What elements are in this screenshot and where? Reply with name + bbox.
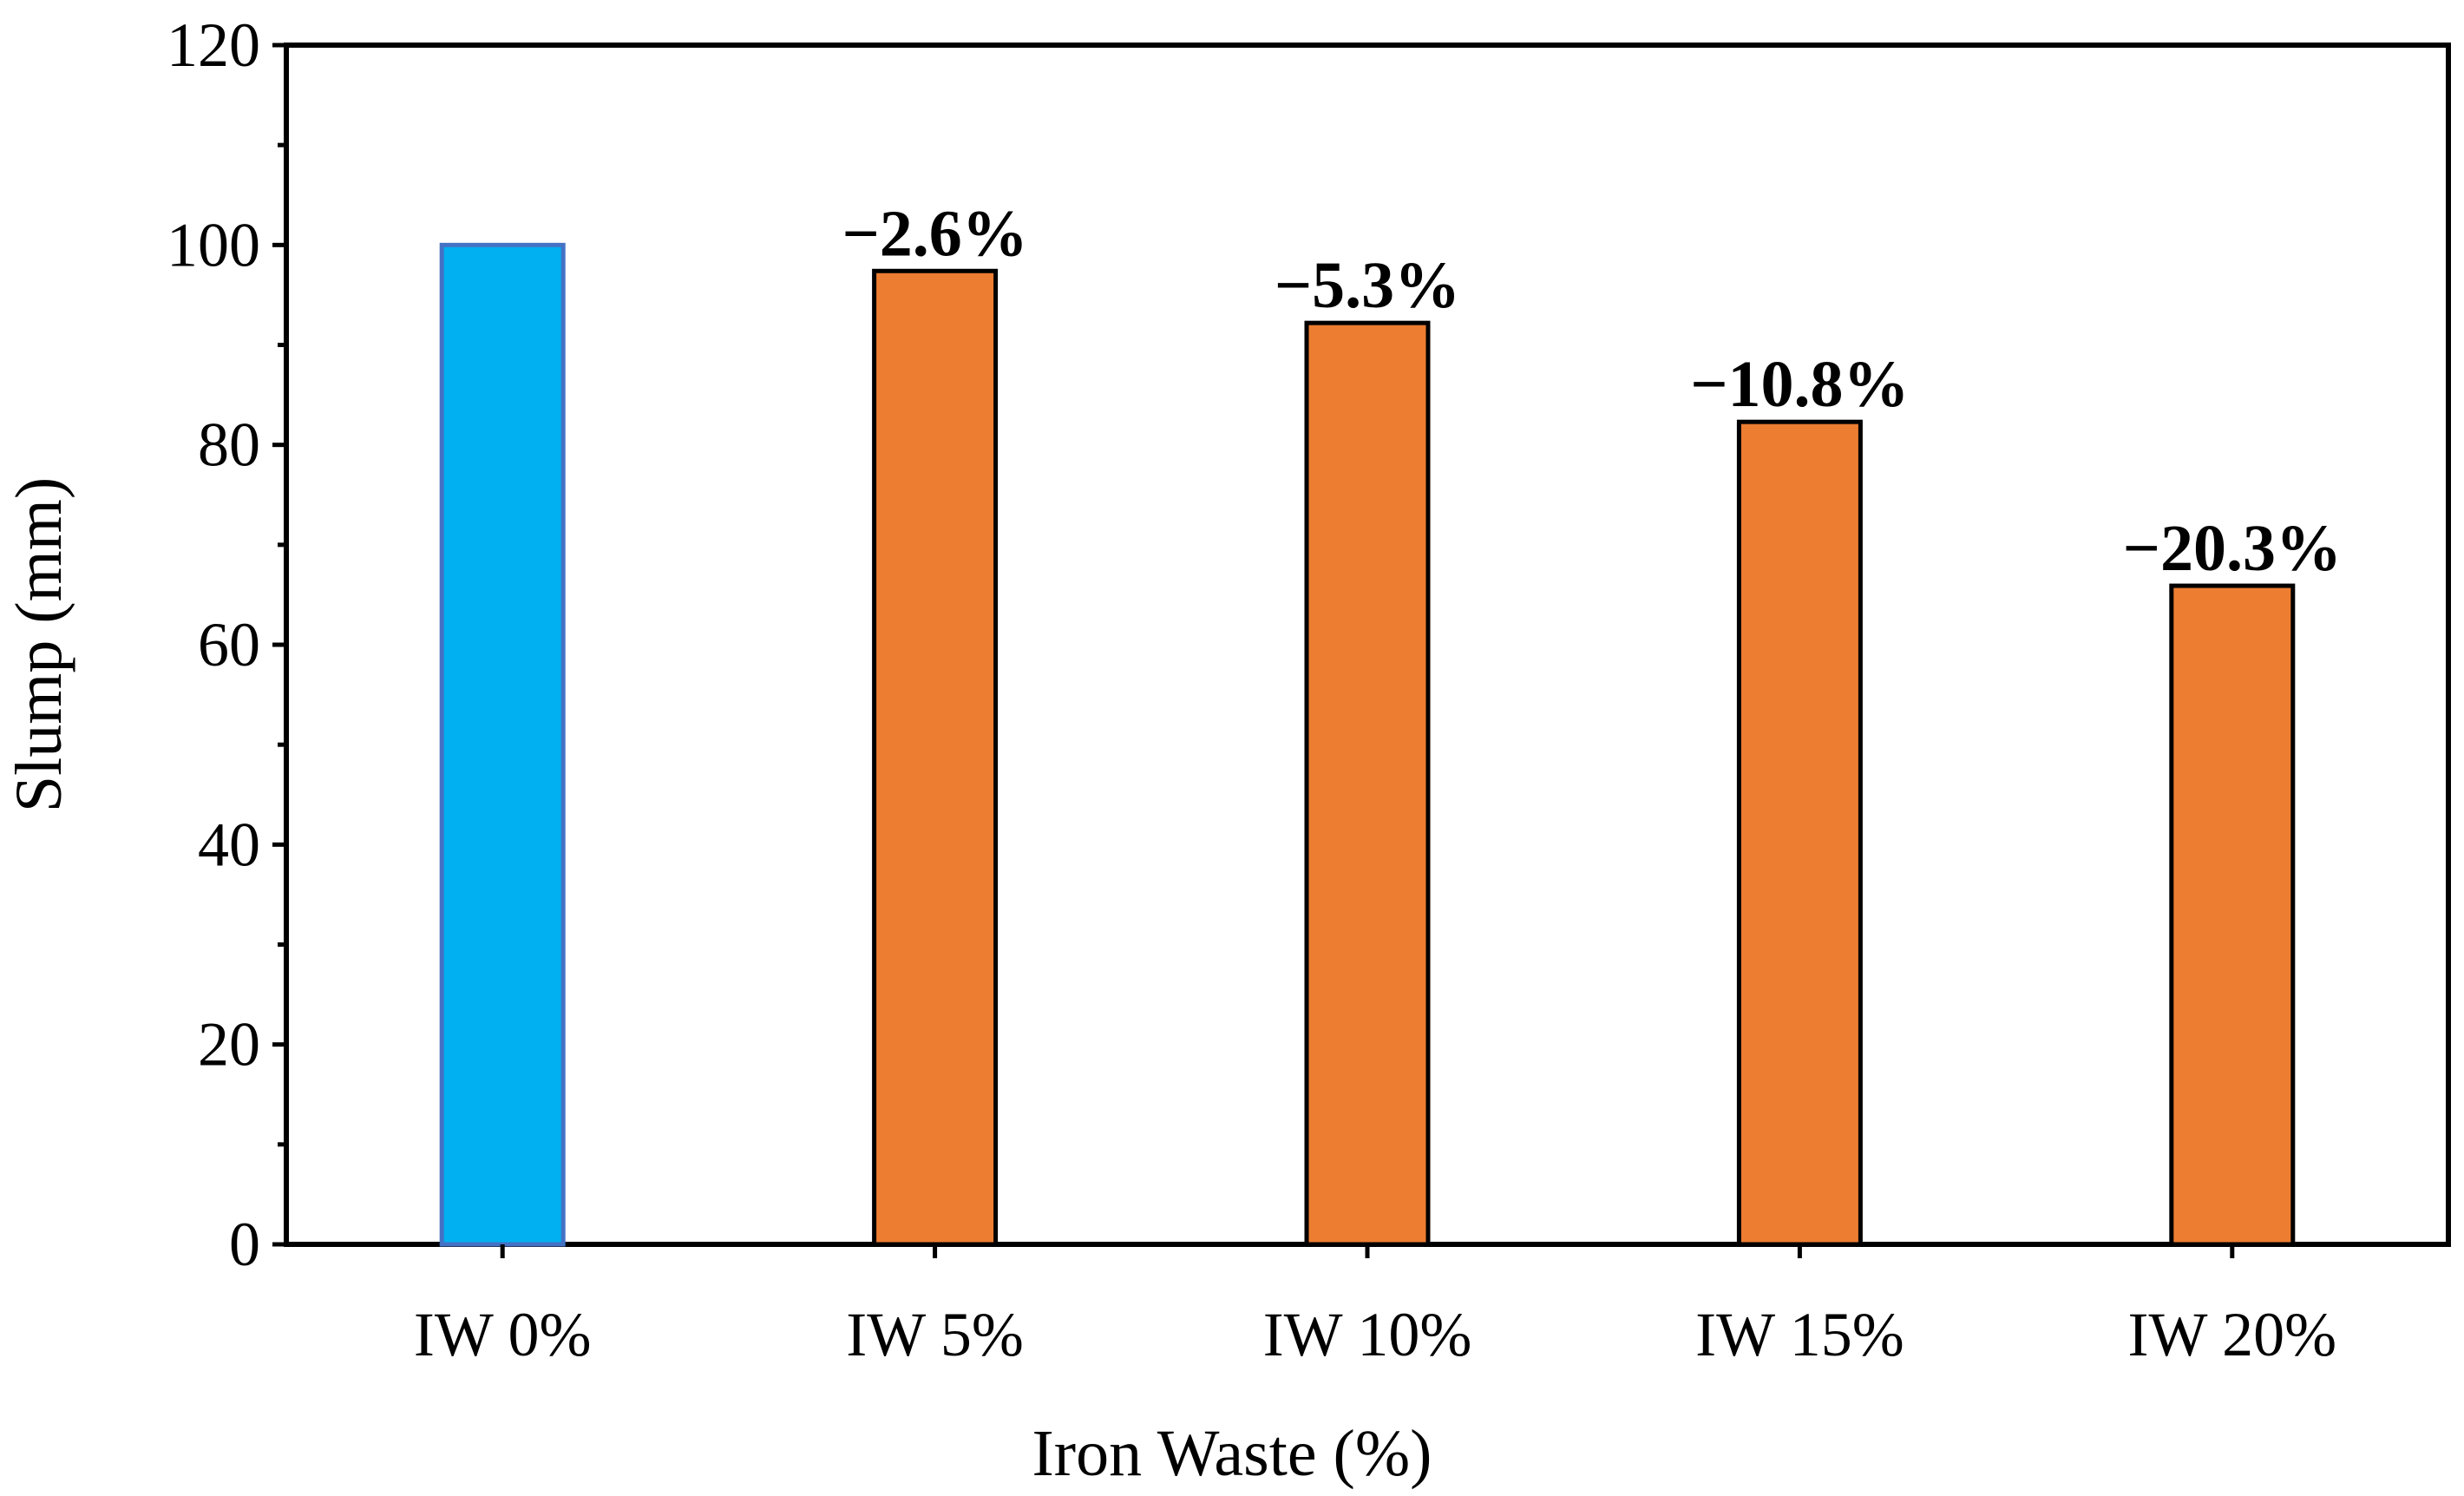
y-tick-label-120: 120	[167, 10, 260, 80]
y-tick-label-20: 20	[198, 1010, 260, 1079]
data-label-2: −5.3%	[1275, 249, 1460, 322]
bar-3	[1736, 419, 1863, 1247]
bar-2	[1304, 320, 1431, 1247]
data-label-1: −2.6%	[842, 197, 1027, 270]
y-tick-label-80: 80	[198, 410, 260, 480]
y-tick-label-100: 100	[167, 210, 260, 279]
data-label-4: −20.3%	[2123, 512, 2342, 585]
bar-1	[872, 268, 999, 1247]
x-axis-title: Iron Waste (%)	[1032, 1417, 1432, 1490]
x-tick-label-2: IW 10%	[1263, 1300, 1472, 1369]
x-tick-label-0: IW 0%	[414, 1300, 592, 1369]
x-tick-label-3: IW 15%	[1695, 1300, 1904, 1369]
y-tick-label-0: 0	[229, 1210, 260, 1279]
bar-0	[439, 242, 566, 1247]
y-tick-label-60: 60	[198, 610, 260, 679]
x-tick-label-1: IW 5%	[846, 1300, 1024, 1369]
x-tick-label-4: IW 20%	[2127, 1300, 2336, 1369]
y-axis-title: Slump (mm)	[3, 477, 75, 812]
data-label-3: −10.8%	[1690, 348, 1909, 421]
bar-4	[2169, 583, 2296, 1247]
y-tick-label-40: 40	[198, 810, 260, 879]
